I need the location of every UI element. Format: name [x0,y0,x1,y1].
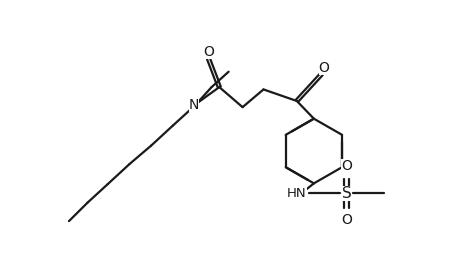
Text: O: O [319,61,329,75]
Text: HN: HN [287,187,306,200]
Text: S: S [342,186,351,201]
Text: O: O [341,213,352,227]
Text: N: N [189,98,199,112]
Text: O: O [341,159,352,173]
Text: O: O [203,45,214,59]
